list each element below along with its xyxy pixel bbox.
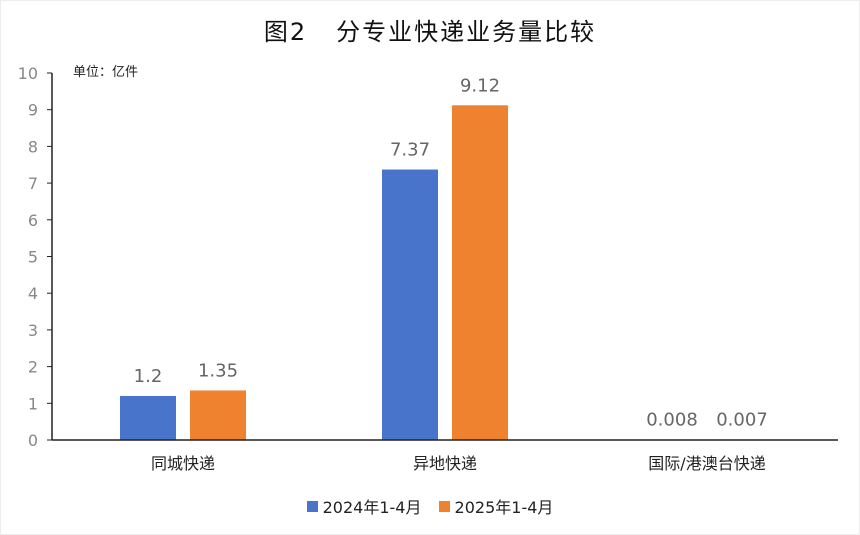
y-tick-label: 4 (28, 284, 38, 303)
y-tick-label: 5 (28, 248, 38, 267)
y-tick-label: 9 (28, 101, 38, 120)
data-label: 0.008 (646, 410, 698, 431)
y-tick-label: 3 (28, 321, 38, 340)
y-tick-label: 8 (28, 137, 38, 156)
bar-2-1 (190, 390, 246, 440)
unit-label: 单位：亿件 (73, 65, 139, 80)
x-category-label: 异地快递 (413, 454, 477, 473)
y-tick-label: 1 (28, 394, 38, 413)
legend-label-series-2: 2025年1-4月 (454, 498, 554, 517)
data-label: 1.35 (198, 360, 238, 381)
x-category-label: 国际/港澳台快递 (648, 454, 765, 473)
chart-title: 图2 分专业快递业务量比较 (263, 18, 597, 46)
bar-1-1 (120, 395, 176, 440)
bar-2-2 (452, 105, 508, 441)
y-tick-label: 7 (28, 174, 38, 193)
data-label: 7.37 (390, 140, 430, 161)
data-label: 9.12 (460, 75, 500, 96)
y-tick-label: 10 (18, 64, 38, 83)
legend-label-series-1: 2024年1-4月 (322, 498, 422, 517)
legend: 2024年1-4月 2025年1-4月 (0, 494, 860, 518)
y-tick-label: 2 (28, 358, 38, 377)
legend-item-series-1: 2024年1-4月 (306, 494, 422, 518)
data-label: 1.2 (134, 366, 163, 387)
x-category-label: 同城快递 (151, 454, 215, 473)
legend-item-series-2: 2025年1-4月 (438, 494, 554, 518)
legend-swatch-series-1 (306, 500, 318, 512)
y-tick-label: 0 (28, 431, 38, 450)
y-tick-label: 6 (28, 211, 38, 230)
bar-1-2 (382, 169, 438, 440)
legend-swatch-series-2 (438, 500, 450, 512)
data-label: 0.007 (716, 410, 768, 431)
